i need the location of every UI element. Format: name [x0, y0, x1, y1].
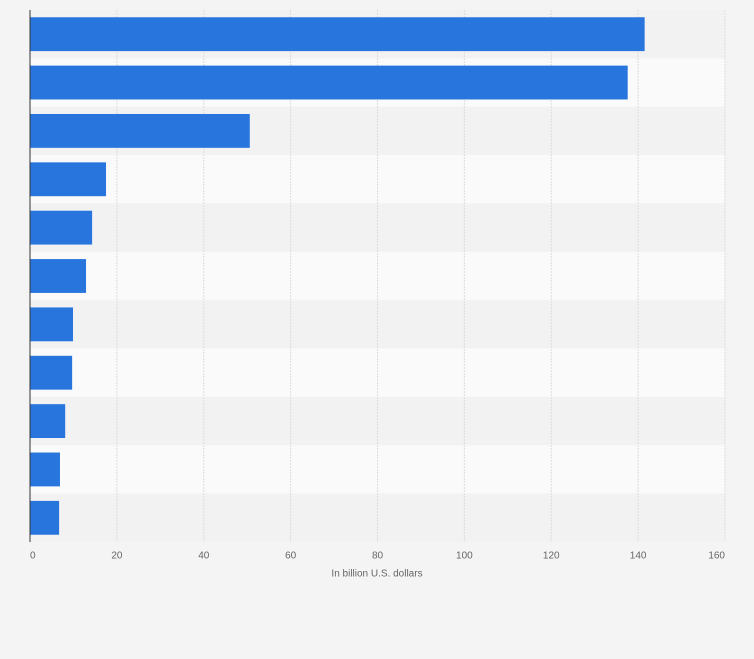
bar — [30, 404, 66, 439]
x-tick-label: 120 — [543, 551, 560, 562]
x-tick-label: 60 — [285, 551, 297, 562]
x-tick-label: 40 — [198, 551, 210, 562]
bar — [30, 162, 107, 197]
bar — [30, 355, 73, 390]
x-tick-label: 160 — [708, 551, 725, 562]
bar — [30, 452, 60, 487]
bar — [30, 259, 87, 293]
bar — [30, 17, 645, 52]
bar — [30, 65, 628, 100]
bar — [30, 307, 74, 342]
bar — [30, 210, 93, 245]
bar — [30, 500, 60, 535]
x-tick-label: 140 — [630, 551, 647, 562]
bar — [30, 113, 250, 148]
x-tick-label: 80 — [372, 551, 384, 562]
x-axis-label: In billion U.S. dollars — [331, 569, 422, 580]
x-tick-label: 0 — [30, 551, 36, 562]
x-tick-label: 100 — [456, 551, 473, 562]
x-tick-label: 20 — [111, 551, 123, 562]
